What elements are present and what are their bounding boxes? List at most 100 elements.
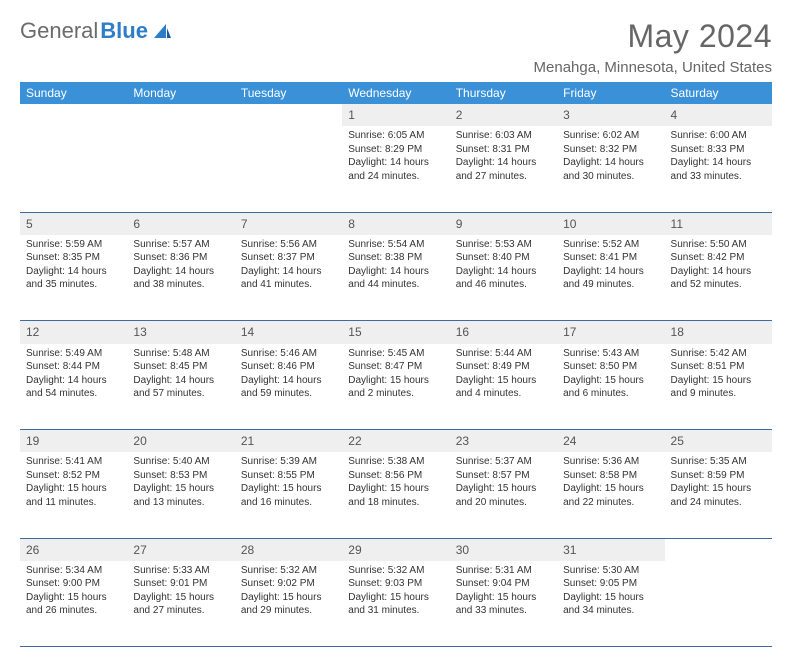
day-number-cell: 22 [342, 430, 449, 453]
sunset-line: Sunset: 8:55 PM [241, 469, 336, 483]
sunset-line: Sunset: 8:44 PM [26, 360, 121, 374]
day2-line: and 27 minutes. [456, 170, 551, 184]
day-detail-cell: Sunrise: 5:57 AMSunset: 8:36 PMDaylight:… [127, 235, 234, 321]
day-detail-cell: Sunrise: 5:33 AMSunset: 9:01 PMDaylight:… [127, 561, 234, 647]
day2-line: and 16 minutes. [241, 496, 336, 510]
day-number-cell: 30 [450, 538, 557, 561]
day1-line: Daylight: 15 hours [563, 482, 658, 496]
day-number-cell: 27 [127, 538, 234, 561]
day-detail-cell: Sunrise: 6:05 AMSunset: 8:29 PMDaylight:… [342, 126, 449, 212]
sunrise-line: Sunrise: 5:48 AM [133, 347, 228, 361]
sunset-line: Sunset: 8:33 PM [671, 143, 766, 157]
day2-line: and 13 minutes. [133, 496, 228, 510]
day-number-cell: 20 [127, 430, 234, 453]
day-number-cell: 13 [127, 321, 234, 344]
day1-line: Daylight: 15 hours [456, 591, 551, 605]
daynum-row: 1234 [20, 104, 772, 126]
day1-line: Daylight: 14 hours [26, 265, 121, 279]
sunset-line: Sunset: 8:47 PM [348, 360, 443, 374]
day1-line: Daylight: 15 hours [133, 591, 228, 605]
sunset-line: Sunset: 8:46 PM [241, 360, 336, 374]
sunrise-line: Sunrise: 5:33 AM [133, 564, 228, 578]
day-number-cell: 31 [557, 538, 664, 561]
title-block: May 2024 Menahga, Minnesota, United Stat… [534, 18, 772, 76]
day-number-cell: 23 [450, 430, 557, 453]
day2-line: and 20 minutes. [456, 496, 551, 510]
day1-line: Daylight: 15 hours [348, 374, 443, 388]
day-detail-row: Sunrise: 6:05 AMSunset: 8:29 PMDaylight:… [20, 126, 772, 212]
sunrise-line: Sunrise: 5:39 AM [241, 455, 336, 469]
day2-line: and 2 minutes. [348, 387, 443, 401]
sunset-line: Sunset: 8:49 PM [456, 360, 551, 374]
sunrise-line: Sunrise: 5:30 AM [563, 564, 658, 578]
day2-line: and 9 minutes. [671, 387, 766, 401]
day1-line: Daylight: 15 hours [241, 482, 336, 496]
day1-line: Daylight: 15 hours [456, 482, 551, 496]
day1-line: Daylight: 14 hours [456, 265, 551, 279]
day-detail-row: Sunrise: 5:49 AMSunset: 8:44 PMDaylight:… [20, 344, 772, 430]
day2-line: and 6 minutes. [563, 387, 658, 401]
sunset-line: Sunset: 8:59 PM [671, 469, 766, 483]
sunset-line: Sunset: 8:29 PM [348, 143, 443, 157]
day1-line: Daylight: 14 hours [348, 156, 443, 170]
day1-line: Daylight: 14 hours [241, 374, 336, 388]
day-number-cell: 11 [665, 212, 772, 235]
day1-line: Daylight: 15 hours [348, 591, 443, 605]
day-detail-cell: Sunrise: 5:46 AMSunset: 8:46 PMDaylight:… [235, 344, 342, 430]
day-detail-cell: Sunrise: 5:36 AMSunset: 8:58 PMDaylight:… [557, 452, 664, 538]
sunrise-line: Sunrise: 6:05 AM [348, 129, 443, 143]
day2-line: and 24 minutes. [671, 496, 766, 510]
sunset-line: Sunset: 8:45 PM [133, 360, 228, 374]
sunset-line: Sunset: 9:04 PM [456, 577, 551, 591]
sunrise-line: Sunrise: 5:46 AM [241, 347, 336, 361]
sunset-line: Sunset: 8:36 PM [133, 251, 228, 265]
sunset-line: Sunset: 9:02 PM [241, 577, 336, 591]
day-detail-cell: Sunrise: 6:02 AMSunset: 8:32 PMDaylight:… [557, 126, 664, 212]
sunrise-line: Sunrise: 5:31 AM [456, 564, 551, 578]
day1-line: Daylight: 15 hours [348, 482, 443, 496]
day-detail-cell: Sunrise: 5:54 AMSunset: 8:38 PMDaylight:… [342, 235, 449, 321]
day-number-cell [665, 538, 772, 561]
day-number-cell: 24 [557, 430, 664, 453]
day2-line: and 11 minutes. [26, 496, 121, 510]
day1-line: Daylight: 15 hours [671, 482, 766, 496]
sunrise-line: Sunrise: 6:00 AM [671, 129, 766, 143]
logo-part2: Blue [100, 18, 148, 44]
month-title: May 2024 [534, 18, 772, 55]
day-detail-cell: Sunrise: 5:43 AMSunset: 8:50 PMDaylight:… [557, 344, 664, 430]
day2-line: and 26 minutes. [26, 604, 121, 618]
sunrise-line: Sunrise: 6:02 AM [563, 129, 658, 143]
day2-line: and 35 minutes. [26, 278, 121, 292]
day-detail-cell: Sunrise: 5:31 AMSunset: 9:04 PMDaylight:… [450, 561, 557, 647]
weekday-header: Wednesday [342, 82, 449, 104]
day-detail-cell [235, 126, 342, 212]
day-number-cell: 12 [20, 321, 127, 344]
header: GeneralBlue May 2024 Menahga, Minnesota,… [20, 18, 772, 76]
day2-line: and 57 minutes. [133, 387, 228, 401]
day-detail-cell: Sunrise: 5:39 AMSunset: 8:55 PMDaylight:… [235, 452, 342, 538]
day-number-cell: 25 [665, 430, 772, 453]
sunrise-line: Sunrise: 5:42 AM [671, 347, 766, 361]
sunrise-line: Sunrise: 5:54 AM [348, 238, 443, 252]
day-detail-cell: Sunrise: 5:42 AMSunset: 8:51 PMDaylight:… [665, 344, 772, 430]
day1-line: Daylight: 15 hours [563, 591, 658, 605]
day1-line: Daylight: 14 hours [241, 265, 336, 279]
day-number-cell: 5 [20, 212, 127, 235]
day-detail-cell: Sunrise: 6:03 AMSunset: 8:31 PMDaylight:… [450, 126, 557, 212]
day-number-cell: 4 [665, 104, 772, 126]
day-detail-cell: Sunrise: 5:59 AMSunset: 8:35 PMDaylight:… [20, 235, 127, 321]
sunrise-line: Sunrise: 5:44 AM [456, 347, 551, 361]
weekday-header: Tuesday [235, 82, 342, 104]
day-number-cell: 3 [557, 104, 664, 126]
sunrise-line: Sunrise: 5:50 AM [671, 238, 766, 252]
day2-line: and 22 minutes. [563, 496, 658, 510]
day-number-cell: 19 [20, 430, 127, 453]
day-detail-cell: Sunrise: 6:00 AMSunset: 8:33 PMDaylight:… [665, 126, 772, 212]
sunrise-line: Sunrise: 5:43 AM [563, 347, 658, 361]
sunset-line: Sunset: 8:56 PM [348, 469, 443, 483]
sunrise-line: Sunrise: 5:32 AM [241, 564, 336, 578]
day2-line: and 4 minutes. [456, 387, 551, 401]
day-detail-cell [20, 126, 127, 212]
sunrise-line: Sunrise: 5:59 AM [26, 238, 121, 252]
day-number-cell [235, 104, 342, 126]
